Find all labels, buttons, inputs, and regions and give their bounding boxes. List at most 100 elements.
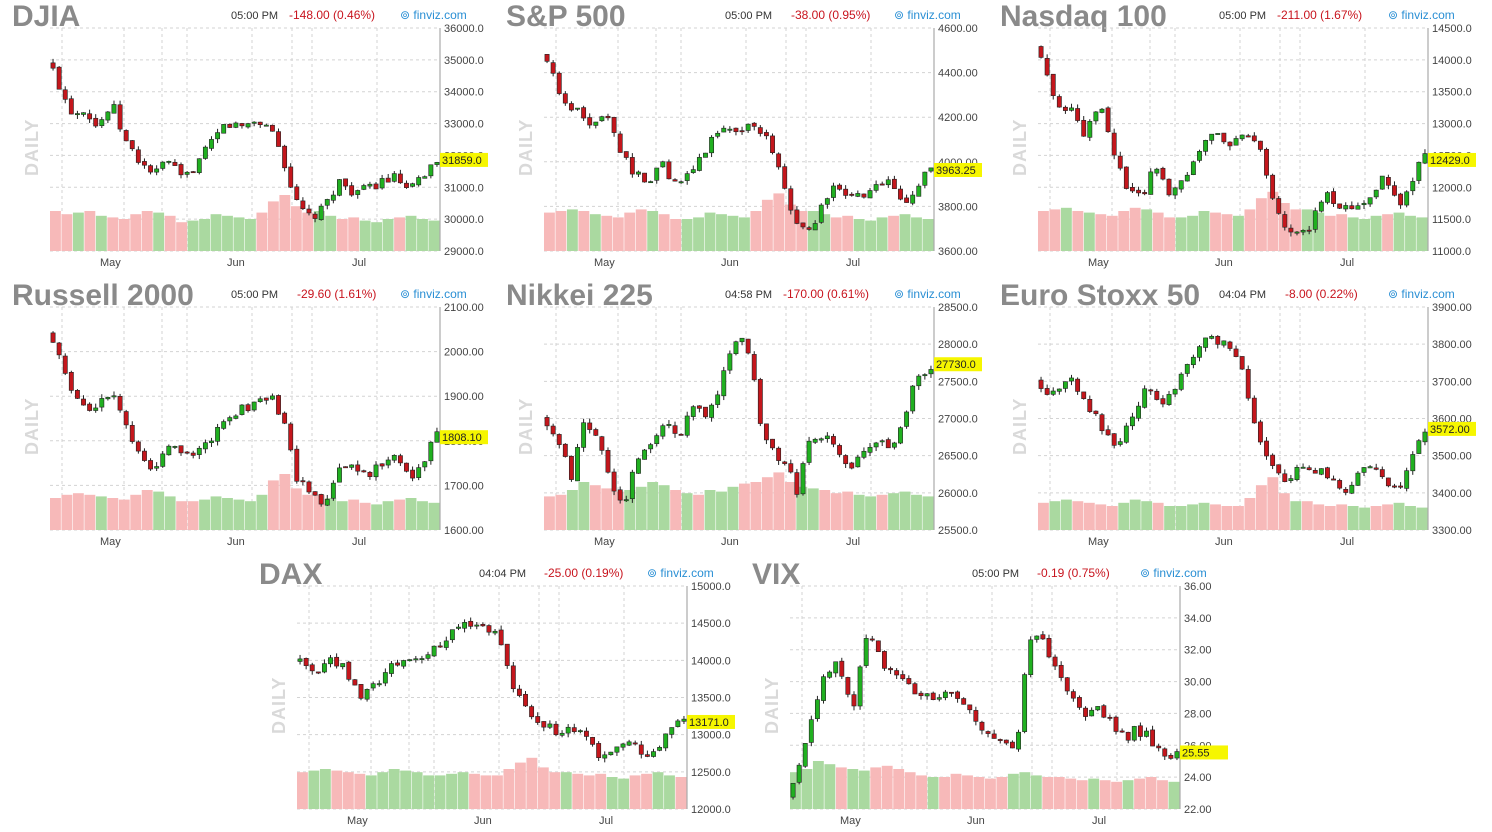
candle-down xyxy=(1343,488,1349,493)
volume-bar xyxy=(319,769,331,809)
candle-up xyxy=(721,370,727,397)
volume-bar xyxy=(514,762,526,809)
candle-down xyxy=(1052,656,1058,667)
y-tick-label: 14500.0 xyxy=(691,618,731,630)
candle-up xyxy=(413,658,419,661)
candle-up xyxy=(349,464,355,468)
candle-down xyxy=(985,731,991,734)
candle-down xyxy=(605,115,611,119)
volume-bar xyxy=(544,212,555,251)
x-month-label: Jun xyxy=(721,257,739,269)
candle-down xyxy=(123,130,129,142)
candlestick-chart: 25500.0 26000.0 26500.0 27000.0 27500.0 28000… xyxy=(516,302,982,548)
y-tick-label: 3700.00 xyxy=(1432,376,1472,388)
candle-up xyxy=(1410,181,1416,192)
x-month-label: Jun xyxy=(967,815,985,827)
candlestick-chart: 11000.011500.012000.012500.013000.013500… xyxy=(1010,23,1476,269)
candlestick-chart: 22.0024.0026.0028.0030.0032.0034.0036.00… xyxy=(762,581,1228,827)
candle-down xyxy=(523,693,528,707)
volume-bar xyxy=(796,486,808,530)
candle-up xyxy=(715,394,721,405)
candle-up xyxy=(1069,107,1074,111)
volume-bar xyxy=(176,501,188,530)
candle-down xyxy=(367,471,373,477)
volume-bar xyxy=(1290,209,1302,251)
volume-bar xyxy=(727,215,739,251)
last-price-label: 3963.25 xyxy=(936,165,976,177)
candle-down xyxy=(318,494,324,505)
candle-up xyxy=(1148,171,1154,195)
candle-up xyxy=(942,691,948,698)
candle-down xyxy=(991,733,997,739)
candle-up xyxy=(269,395,275,400)
last-price-label: 27730.0 xyxy=(936,359,976,371)
y-tick-label: 33000.0 xyxy=(444,119,484,131)
volume-bar xyxy=(1083,212,1095,251)
volume-bar xyxy=(670,490,682,530)
candle-up xyxy=(1069,377,1074,382)
candle-down xyxy=(851,694,857,707)
volume-bar xyxy=(245,501,256,530)
candle-down xyxy=(1142,192,1148,195)
candlestick-chart: 12000.0 12500.0 13000.0 13500.0 14000.0 14500… xyxy=(269,581,735,827)
candle-down xyxy=(1306,229,1312,232)
candle-down xyxy=(282,145,288,169)
candle-down xyxy=(949,691,954,694)
candle-down xyxy=(282,412,288,424)
candle-up xyxy=(1093,111,1099,122)
volume-bar xyxy=(716,491,727,530)
candle-down xyxy=(1379,469,1385,478)
candle-up xyxy=(1197,151,1202,161)
candle-up xyxy=(330,194,336,201)
candle-up xyxy=(1379,175,1385,190)
volume-bar xyxy=(313,211,325,251)
candle-up xyxy=(166,445,172,456)
candle-up xyxy=(1318,201,1324,212)
chart-panel: Nikkei 225 04:58 PM -170.00 (0.61%) ⊚ finvi… xyxy=(506,279,984,551)
volume-bar xyxy=(1088,778,1100,809)
candle-down xyxy=(50,62,56,69)
volume-bar xyxy=(824,764,836,809)
candle-up xyxy=(202,442,208,450)
candle-down xyxy=(1392,185,1397,196)
candle-up xyxy=(1416,161,1422,181)
candle-down xyxy=(1044,58,1050,76)
candle-up xyxy=(739,337,745,343)
candle-up xyxy=(796,764,802,783)
x-month-label: Jul xyxy=(846,257,860,269)
candle-down xyxy=(1288,227,1294,233)
volume-bar xyxy=(1198,502,1210,530)
candle-up xyxy=(910,194,916,204)
candle-up xyxy=(297,658,303,662)
volume-bar xyxy=(222,498,233,530)
y-tick-label: 27500.0 xyxy=(938,376,978,388)
volume-bar xyxy=(354,773,366,809)
candle-up xyxy=(904,411,910,427)
candle-down xyxy=(68,98,74,115)
volume-bar xyxy=(382,501,394,530)
volume-bar xyxy=(1042,777,1054,809)
volume-bar xyxy=(899,214,911,251)
candle-up xyxy=(428,164,434,177)
candle-down xyxy=(788,463,794,473)
candle-down xyxy=(294,448,300,482)
candle-up xyxy=(727,128,733,131)
volume-bar xyxy=(256,212,268,251)
candle-up xyxy=(690,169,696,173)
volume-bar xyxy=(830,493,842,530)
candle-down xyxy=(642,172,647,183)
candle-down xyxy=(763,423,769,441)
candle-up xyxy=(1233,138,1239,146)
candle-up xyxy=(422,176,428,179)
candle-up xyxy=(1422,153,1428,164)
candle-down xyxy=(529,706,535,718)
volume-bar xyxy=(1060,207,1072,251)
candle-up xyxy=(657,747,663,751)
candle-up xyxy=(827,671,833,678)
candle-up xyxy=(1154,168,1160,174)
x-month-label: Jul xyxy=(1340,536,1354,548)
candle-up xyxy=(474,624,480,627)
candle-down xyxy=(1392,485,1397,488)
candle-up xyxy=(1028,639,1034,676)
candle-down xyxy=(1046,637,1052,658)
